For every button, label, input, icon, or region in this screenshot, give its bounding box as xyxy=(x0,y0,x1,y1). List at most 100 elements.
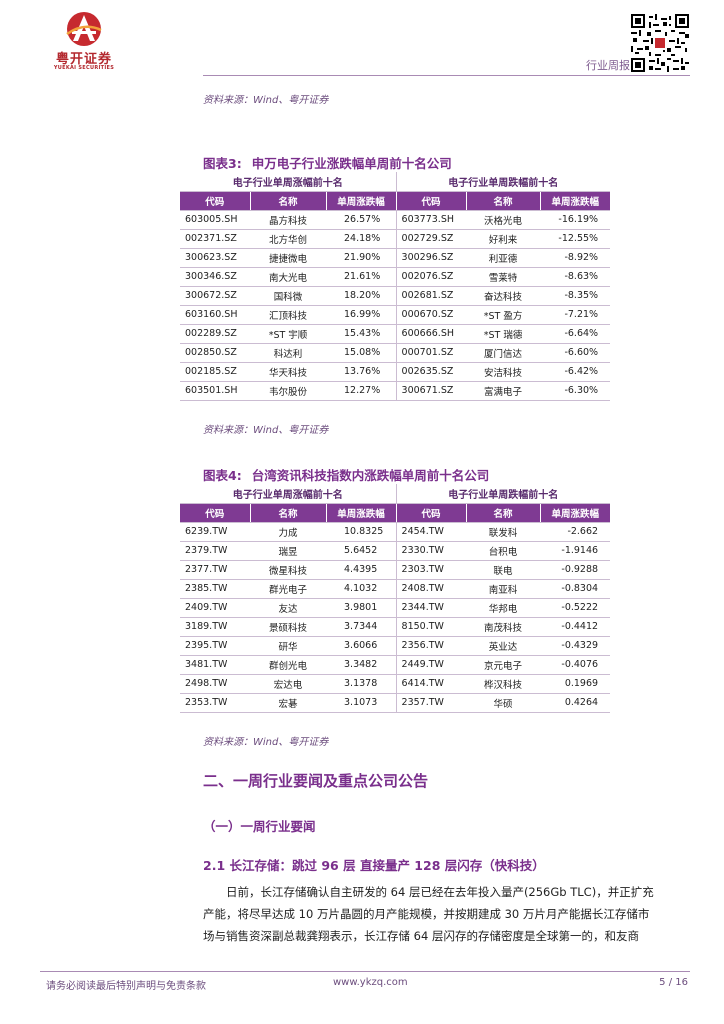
stock-code-cell: 002681.SZ xyxy=(396,286,467,306)
stock-name-cell: 南亚科 xyxy=(466,579,541,599)
stock-code-cell: 002850.SZ xyxy=(180,343,250,363)
stock-name-cell: 瑞昱 xyxy=(250,541,326,561)
stock-name-cell: 友达 xyxy=(250,598,326,618)
weekly-change-cell: 15.43% xyxy=(326,324,397,344)
stock-name-cell: 北方华创 xyxy=(250,229,326,249)
stock-code-cell: 2377.TW xyxy=(180,560,250,580)
stock-name-cell: 好利来 xyxy=(466,229,541,249)
table-row: 2498.TW 宏达电 3.1378 6414.TW 桦汉科技 0.1969 xyxy=(180,674,611,694)
stock-name-cell: 科达利 xyxy=(250,343,326,363)
table-row: 002289.SZ *ST 宇顺 15.43% 600666.SH *ST 瑞德 -6.6… xyxy=(180,324,611,344)
footer-website-link[interactable]: www.ykzq.com xyxy=(333,977,408,988)
figure3-title: 图表3: 申万电子行业涨跌幅单周前十名公司 xyxy=(203,153,452,172)
stock-name-cell: 华邦电 xyxy=(466,598,541,618)
stock-code-cell: 2498.TW xyxy=(180,674,250,694)
stock-name-cell: 利亚德 xyxy=(466,248,541,268)
figure3-col-code: 代码 xyxy=(396,191,467,211)
stock-name-cell: 微星科技 xyxy=(250,560,326,580)
stock-code-cell: 300623.SZ xyxy=(180,248,250,268)
stock-name-cell: *ST 瑞德 xyxy=(466,324,541,344)
weekly-change-cell: -12.55% xyxy=(540,229,611,249)
news-paragraph: 日前，长江存储确认自主研发的 64 层已经在去年投入量产(256Gb TLC)，… xyxy=(203,881,690,947)
stock-name-cell: 研华 xyxy=(250,636,326,656)
weekly-change-cell: 3.1378 xyxy=(326,674,397,694)
stock-code-cell: 000701.SZ xyxy=(396,343,467,363)
stock-name-cell: *ST 盈方 xyxy=(466,305,541,325)
weekly-change-cell: 3.6066 xyxy=(326,636,397,656)
figure3-col-name: 名称 xyxy=(466,191,541,211)
stock-code-cell: 3481.TW xyxy=(180,655,250,675)
stock-name-cell: 晶方科技 xyxy=(250,210,326,230)
section-heading: 二、一周行业要闻及重点公司公告 xyxy=(203,772,429,790)
table-row: 2409.TW 友达 3.9801 2344.TW 华邦电 -0.5222 xyxy=(180,598,611,618)
figure4-col-change: 单周涨跌幅 xyxy=(540,503,611,523)
stock-name-cell: 国科微 xyxy=(250,286,326,306)
table-row: 2385.TW 群光电子 4.1032 2408.TW 南亚科 -0.8304 xyxy=(180,579,611,599)
stock-name-cell: 捷捷微电 xyxy=(250,248,326,268)
stock-code-cell: 3189.TW xyxy=(180,617,250,637)
table-row: 603501.SH 韦尔股份 12.27% 300671.SZ 富满电子 -6.30% xyxy=(180,381,611,401)
weekly-change-cell: -0.4076 xyxy=(540,655,611,675)
paragraph-line: 场与销售资深副总裁龚翔表示，长江存储 64 层闪存的存储密度是全球第一的，和友商 xyxy=(203,929,639,943)
stock-name-cell: 宏达电 xyxy=(250,674,326,694)
figure4-number: 图表4: xyxy=(203,468,242,483)
stock-code-cell: 002289.SZ xyxy=(180,324,250,344)
weekly-change-cell: -1.9146 xyxy=(540,541,611,561)
weekly-change-cell: 26.57% xyxy=(326,210,397,230)
footer-page-number: 5 / 16 xyxy=(659,977,688,988)
weekly-change-cell: 0.4264 xyxy=(540,693,611,713)
weekly-change-cell: -0.4412 xyxy=(540,617,611,637)
stock-code-cell: 603773.SH xyxy=(396,210,467,230)
footer-divider xyxy=(40,971,690,972)
figure4-col-change: 单周涨跌幅 xyxy=(326,503,397,523)
weekly-change-cell: 4.4395 xyxy=(326,560,397,580)
weekly-change-cell: 24.18% xyxy=(326,229,397,249)
source-note-top: 资料来源：Wind、粤开证券 xyxy=(203,95,329,106)
weekly-change-cell: -0.8304 xyxy=(540,579,611,599)
stock-name-cell: 京元电子 xyxy=(466,655,541,675)
stock-name-cell: 南茂科技 xyxy=(466,617,541,637)
weekly-change-cell: 3.1073 xyxy=(326,693,397,713)
stock-code-cell: 2449.TW xyxy=(396,655,467,675)
stock-code-cell: 603005.SH xyxy=(180,210,250,230)
weekly-change-cell: -0.9288 xyxy=(540,560,611,580)
weekly-change-cell: 10.8325 xyxy=(326,522,397,542)
stock-code-cell: 002729.SZ xyxy=(396,229,467,249)
stock-code-cell: 002635.SZ xyxy=(396,362,467,382)
table-row: 300672.SZ 国科微 18.20% 002681.SZ 奋达科技 -8.35% xyxy=(180,286,611,306)
stock-code-cell: 6414.TW xyxy=(396,674,467,694)
weekly-change-cell: -0.4329 xyxy=(540,636,611,656)
stock-name-cell: 雪莱特 xyxy=(466,267,541,287)
subsection-heading: （一）一周行业要闻 xyxy=(203,819,316,834)
stock-name-cell: 华天科技 xyxy=(250,362,326,382)
stock-name-cell: 安洁科技 xyxy=(466,362,541,382)
weekly-change-cell: 3.9801 xyxy=(326,598,397,618)
weekly-change-cell: -2.662 xyxy=(540,522,611,542)
stock-code-cell: 2330.TW xyxy=(396,541,467,561)
figure4-gain-group: 电子行业单周涨幅前十名 xyxy=(180,484,397,504)
figure4-col-name: 名称 xyxy=(250,503,327,523)
weekly-change-cell: -8.92% xyxy=(540,248,611,268)
weekly-change-cell: 0.1969 xyxy=(540,674,611,694)
figure3-source: 资料来源：Wind、粤开证券 xyxy=(203,425,329,436)
stock-code-cell: 300671.SZ xyxy=(396,381,467,401)
table-row: 2379.TW 瑞昱 5.6452 2330.TW 台积电 -1.9146 xyxy=(180,541,611,561)
footer-disclaimer-link[interactable]: 请务必阅读最后特别声明与免责条款 xyxy=(46,981,206,992)
figure3-col-change: 单周涨跌幅 xyxy=(326,191,397,211)
table-row: 2395.TW 研华 3.6066 2356.TW 英业达 -0.4329 xyxy=(180,636,611,656)
stock-name-cell: 沃格光电 xyxy=(466,210,541,230)
table-row: 002850.SZ 科达利 15.08% 000701.SZ 厦门信达 -6.60% xyxy=(180,343,611,363)
stock-name-cell: 力成 xyxy=(250,522,326,542)
stock-code-cell: 2356.TW xyxy=(396,636,467,656)
figure3-gain-group: 电子行业单周涨幅前十名 xyxy=(180,172,397,192)
stock-code-cell: 300672.SZ xyxy=(180,286,250,306)
figure3-col-code: 代码 xyxy=(180,191,251,211)
weekly-change-cell: 16.99% xyxy=(326,305,397,325)
weekly-change-cell: -6.30% xyxy=(540,381,611,401)
figure4-col-code: 代码 xyxy=(180,503,251,523)
stock-name-cell: 宏碁 xyxy=(250,693,326,713)
stock-code-cell: 603501.SH xyxy=(180,381,250,401)
table-row: 002371.SZ 北方华创 24.18% 002729.SZ 好利来 -12.55% xyxy=(180,229,611,249)
weekly-change-cell: -6.42% xyxy=(540,362,611,382)
stock-name-cell: 景硕科技 xyxy=(250,617,326,637)
